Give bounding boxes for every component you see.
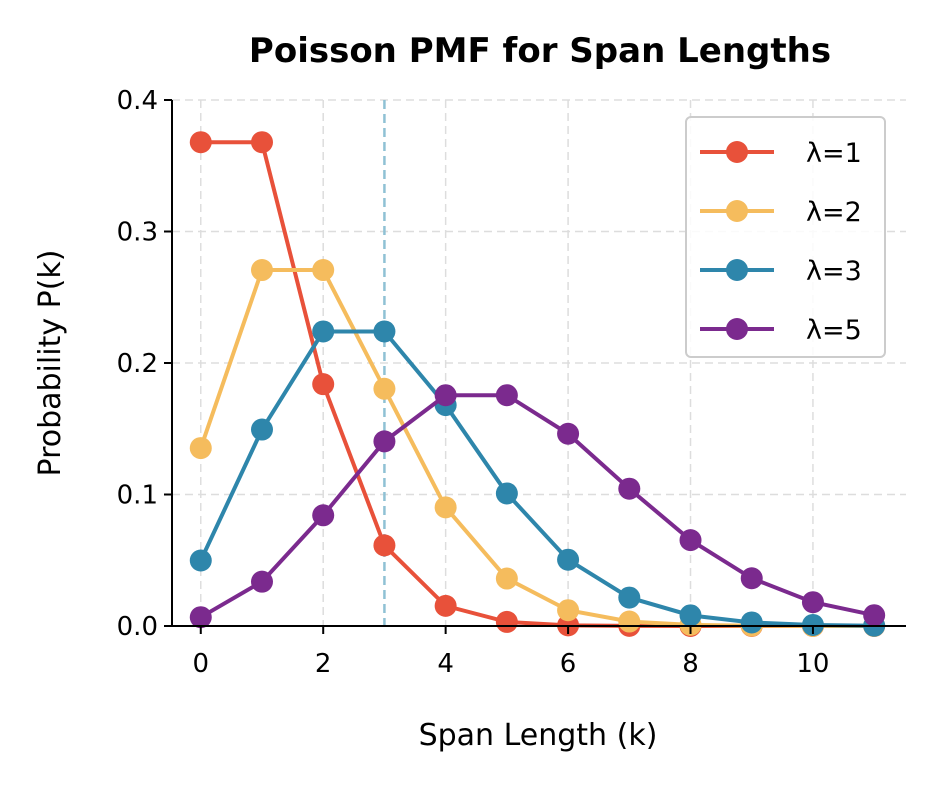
data-point: [250, 131, 273, 154]
data-point: [312, 373, 335, 396]
data-point: [740, 611, 763, 634]
x-tick-label: 6: [560, 649, 577, 679]
x-tick-label: 4: [437, 649, 454, 679]
data-point: [189, 606, 212, 629]
data-point: [618, 610, 641, 633]
data-point: [373, 430, 396, 453]
data-point: [373, 320, 396, 343]
x-tick-label: 0: [192, 649, 209, 679]
data-point: [312, 504, 335, 527]
data-point: [801, 613, 824, 636]
legend-label: λ=3: [806, 256, 862, 287]
data-point: [434, 384, 457, 407]
data-point: [373, 377, 396, 400]
data-point: [557, 599, 580, 622]
x-tick-label: 2: [315, 649, 332, 679]
data-point: [250, 259, 273, 282]
y-tick-label: 0.3: [117, 218, 158, 248]
data-point: [618, 477, 641, 500]
x-tick-label: 10: [796, 649, 829, 679]
legend-marker: [726, 259, 748, 281]
legend-label: λ=2: [806, 197, 862, 228]
x-tick-label: 8: [682, 649, 699, 679]
legend-box: [685, 116, 886, 358]
series-4: [189, 384, 886, 629]
x-axis-label: Span Length (k): [419, 718, 658, 753]
data-point: [189, 131, 212, 154]
y-tick-label: 0.2: [117, 349, 158, 379]
data-point: [434, 496, 457, 519]
legend-marker: [726, 141, 748, 163]
y-axis-label: Probability P(k): [33, 250, 68, 477]
y-tick-label: 0.0: [117, 612, 158, 642]
series-3: [189, 320, 886, 637]
y-tick-label: 0.4: [117, 86, 158, 116]
data-point: [557, 548, 580, 571]
series-line: [199, 393, 875, 619]
data-point: [495, 610, 518, 633]
legend-marker: [726, 318, 748, 340]
y-tick-label: 0.1: [117, 481, 158, 511]
data-point: [863, 604, 886, 627]
data-point: [495, 384, 518, 407]
data-point: [557, 422, 580, 445]
legend-label: λ=1: [806, 138, 862, 169]
data-point: [618, 586, 641, 609]
data-point: [679, 604, 702, 627]
series-line: [198, 329, 875, 628]
data-point: [434, 594, 457, 617]
data-point: [189, 549, 212, 572]
data-point: [801, 591, 824, 614]
data-point: [250, 570, 273, 593]
data-point: [495, 482, 518, 505]
data-point: [495, 567, 518, 590]
data-point: [189, 437, 212, 460]
legend-marker: [726, 200, 748, 222]
legend: λ=1 λ=2 λ=3 λ=5: [685, 116, 886, 358]
data-point: [740, 567, 763, 590]
chart-title: Poisson PMF for Span Lengths: [249, 31, 831, 71]
data-point: [250, 418, 273, 441]
data-point: [312, 259, 335, 282]
legend-label: λ=5: [806, 315, 862, 346]
data-point: [679, 529, 702, 552]
data-point: [373, 534, 396, 557]
data-point: [312, 320, 335, 343]
